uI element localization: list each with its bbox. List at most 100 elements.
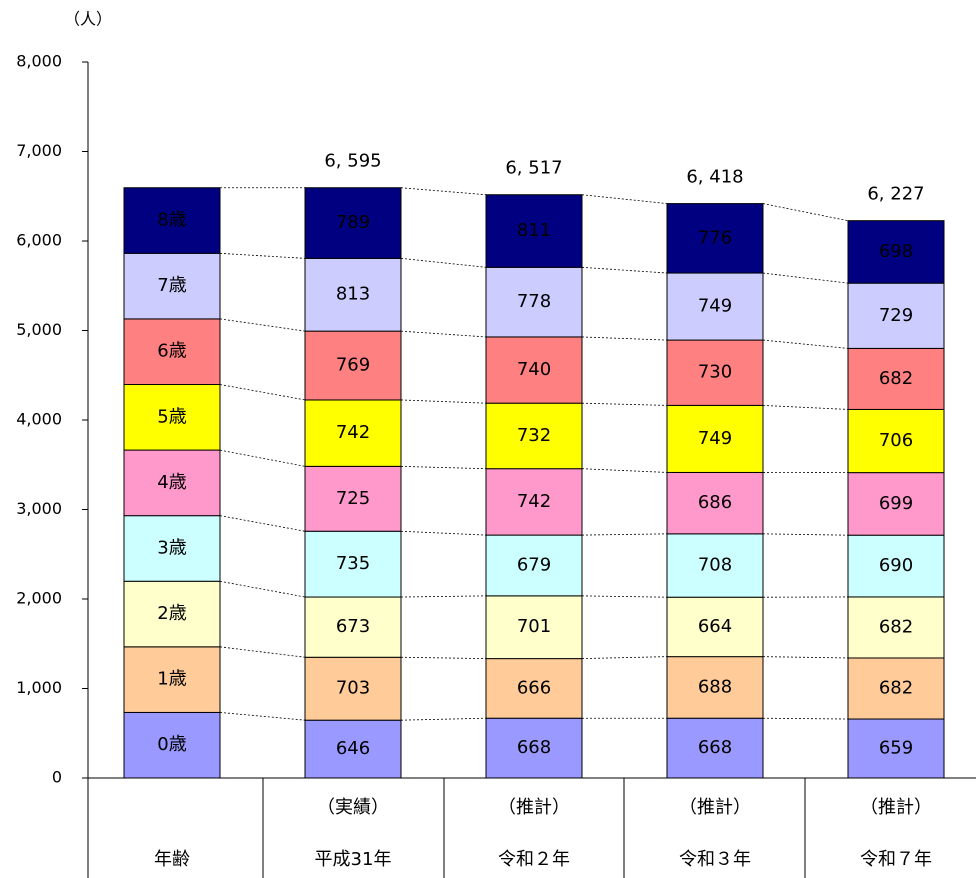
bar-segment bbox=[666, 656, 764, 719]
connector bbox=[581, 656, 668, 660]
connector bbox=[219, 646, 306, 658]
bar-segment bbox=[304, 719, 402, 779]
connector bbox=[219, 449, 306, 467]
bar-segment bbox=[485, 336, 583, 404]
value-label: 682 bbox=[879, 678, 913, 699]
y-tick-label: 3,000 bbox=[16, 499, 62, 518]
connector bbox=[400, 187, 487, 196]
connector bbox=[400, 595, 487, 598]
bar-segment bbox=[304, 187, 402, 259]
bar-segment bbox=[485, 658, 583, 719]
category-note: （推計） bbox=[860, 797, 932, 818]
bar-segment bbox=[666, 339, 764, 406]
value-label: 742 bbox=[336, 422, 370, 443]
bar-segment bbox=[304, 257, 402, 332]
total-label: 6, 595 bbox=[324, 151, 381, 172]
legend-swatch bbox=[123, 187, 221, 254]
connector bbox=[400, 656, 487, 660]
y-tick-label: 6,000 bbox=[16, 231, 62, 250]
total-label: 6, 517 bbox=[505, 158, 562, 179]
legend-swatch bbox=[123, 711, 221, 779]
bar-segment bbox=[485, 194, 583, 268]
connector bbox=[219, 712, 306, 721]
bar-segment bbox=[304, 465, 402, 532]
bar-segment bbox=[485, 402, 583, 470]
bar-segment bbox=[666, 203, 764, 274]
bar-segment bbox=[485, 595, 583, 660]
bar-segment bbox=[666, 471, 764, 535]
value-label: 778 bbox=[517, 291, 551, 312]
value-label: 664 bbox=[698, 616, 732, 637]
legend-swatch bbox=[123, 580, 221, 648]
bar-segment bbox=[485, 717, 583, 779]
category-note: （推計） bbox=[498, 797, 570, 818]
value-label: 698 bbox=[879, 241, 913, 262]
bar-segment bbox=[485, 468, 583, 536]
value-label: 668 bbox=[517, 737, 551, 758]
bar-segment bbox=[847, 472, 945, 536]
legend-label: 5歳 bbox=[157, 406, 186, 427]
legend-swatch bbox=[123, 646, 221, 713]
connector bbox=[400, 330, 487, 338]
bar-segment bbox=[666, 596, 764, 658]
legend-swatch bbox=[123, 383, 221, 451]
value-label: 688 bbox=[698, 676, 732, 697]
y-tick-label: 0 bbox=[52, 768, 62, 787]
connector bbox=[762, 656, 849, 659]
value-label: 725 bbox=[336, 488, 370, 509]
y-unit: （人） bbox=[64, 10, 112, 29]
value-label: 732 bbox=[517, 425, 551, 446]
bar-segment bbox=[304, 330, 402, 401]
bar-segment bbox=[847, 220, 945, 284]
connector bbox=[400, 465, 487, 470]
value-label: 690 bbox=[879, 555, 913, 576]
value-label: 776 bbox=[698, 227, 732, 248]
bar-segment bbox=[304, 530, 402, 598]
value-label: 679 bbox=[517, 554, 551, 575]
legend-label: 1歳 bbox=[157, 669, 186, 690]
value-label: 703 bbox=[336, 678, 370, 699]
legend-label: 0歳 bbox=[157, 734, 186, 755]
value-label: 742 bbox=[517, 491, 551, 512]
total-label: 6, 418 bbox=[686, 167, 743, 188]
total-label: 6, 227 bbox=[867, 184, 924, 205]
connector bbox=[762, 405, 849, 410]
category-note: （推計） bbox=[679, 797, 751, 818]
bar-segment bbox=[847, 596, 945, 659]
connector bbox=[581, 266, 668, 274]
value-label: 666 bbox=[517, 677, 551, 698]
legend-header: 年齢 bbox=[154, 849, 190, 870]
value-label: 668 bbox=[698, 737, 732, 758]
bar-segment bbox=[304, 656, 402, 721]
y-tick-label: 1,000 bbox=[16, 678, 62, 697]
value-label: 699 bbox=[879, 493, 913, 514]
connector bbox=[219, 580, 306, 598]
value-label: 730 bbox=[698, 362, 732, 383]
connector bbox=[400, 257, 487, 268]
bar-segment bbox=[666, 272, 764, 341]
legend-label: 8歳 bbox=[157, 210, 186, 231]
connector bbox=[581, 468, 668, 473]
connector bbox=[581, 194, 668, 204]
value-label: 749 bbox=[698, 428, 732, 449]
bar-segment bbox=[847, 347, 945, 410]
legend-label: 7歳 bbox=[157, 275, 186, 296]
y-tick-label: 5,000 bbox=[16, 320, 62, 339]
connector bbox=[219, 515, 306, 532]
bar-segment bbox=[304, 596, 402, 658]
legend-swatch bbox=[123, 515, 221, 582]
value-label: 749 bbox=[698, 296, 732, 317]
value-label: 701 bbox=[517, 616, 551, 637]
value-label: 673 bbox=[336, 616, 370, 637]
connector bbox=[581, 533, 668, 536]
y-tick-label: 2,000 bbox=[16, 589, 62, 608]
x-tick-label: 令和２年 bbox=[498, 849, 570, 870]
y-tick-label: 4,000 bbox=[16, 410, 62, 429]
connector bbox=[762, 272, 849, 284]
y-tick-label: 7,000 bbox=[16, 141, 62, 160]
bar-segment bbox=[847, 408, 945, 474]
bar-segment bbox=[847, 718, 945, 779]
connector bbox=[581, 402, 668, 406]
x-tick-label: 令和７年 bbox=[860, 849, 932, 870]
